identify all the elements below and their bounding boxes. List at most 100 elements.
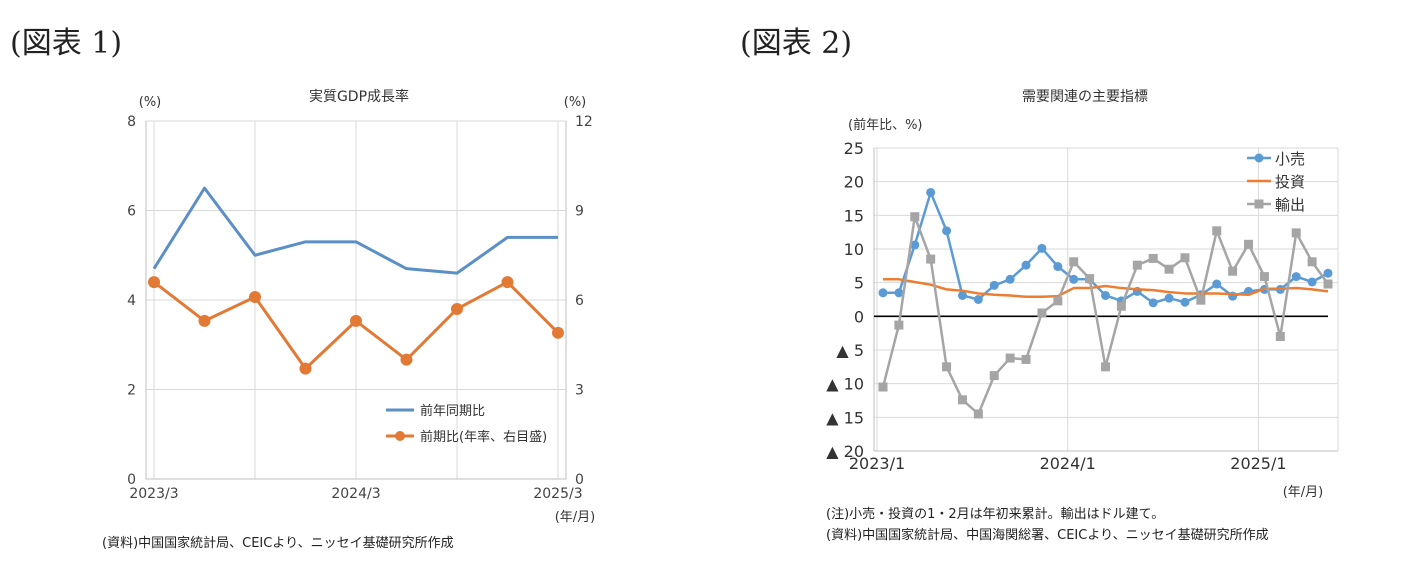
chart2-series-point <box>1307 277 1317 287</box>
chart1-left-tick-label: 8 <box>127 114 136 130</box>
chart2-series-point <box>1196 295 1206 305</box>
chart2-series-point <box>1164 264 1174 274</box>
chart1-left-unit: (%) <box>139 95 162 110</box>
chart2-legend-label: 小売 <box>1275 150 1305 168</box>
chart2-series-point <box>1085 274 1095 284</box>
chart2-series-point <box>1069 274 1079 284</box>
chart2-y-unit: (前年比、%) <box>848 117 923 133</box>
chart2-series-point <box>1212 226 1222 236</box>
chart2-series-point <box>1259 272 1269 282</box>
chart2-series-point <box>1244 239 1254 249</box>
chart1-series-point <box>148 276 160 289</box>
chart2-series-point <box>1069 257 1079 267</box>
chart2-y-tick-label: 0 <box>854 307 864 326</box>
chart1-series-line-1 <box>152 186 558 275</box>
chart2-y-tick-label: ▲ 5 <box>836 341 864 360</box>
chart2-series-point <box>973 409 983 419</box>
chart2-series-point <box>894 288 904 298</box>
chart2-series-point <box>1005 274 1015 284</box>
chart2-x-unit: (年/月) <box>1283 485 1324 500</box>
chart1-x-tick-label: 2024/3 <box>331 486 380 502</box>
chart2-series-point <box>878 382 888 392</box>
chart1-title: 実質GDP成長率 <box>309 88 409 105</box>
chart2-series-point <box>1053 262 1063 272</box>
chart2-y-tick-label: 25 <box>844 139 864 158</box>
figure1-source: (資料)中国国家統計局、CEICより、ニッセイ基礎研究所作成 <box>102 536 454 551</box>
chart1-right-unit: (%) <box>564 95 587 110</box>
chart1-right-tick-label: 9 <box>575 204 584 220</box>
chart2-x-tick-label: 2024/1 <box>1040 454 1096 473</box>
chart2-series-point <box>926 254 936 264</box>
chart2-y-tick-label: ▲ 20 <box>826 442 864 461</box>
chart1-x-tick-label: 2023/3 <box>129 486 178 502</box>
figure2-source: (資料)中国国家統計局、中国海関総署、CEICより、ニッセイ基礎研究所作成 <box>826 528 1269 543</box>
chart2-series-point <box>1307 257 1317 267</box>
chart1-series-point <box>501 276 514 289</box>
chart2-series-point <box>1005 353 1015 363</box>
chart2-title: 需要関連の主要指標 <box>1022 89 1148 105</box>
chart1-series-point <box>400 353 413 366</box>
chart2-series-point <box>1037 308 1047 318</box>
chart1-legend-label: 前年同期比 <box>420 403 485 419</box>
chart1-left-tick-label: 4 <box>127 293 136 309</box>
chart1-right-tick-label: 6 <box>575 293 584 309</box>
chart1-series-point <box>198 314 211 327</box>
chart1-legend-label: 前期比(年率、右目盛) <box>420 429 547 445</box>
chart2-series-point <box>1116 301 1126 311</box>
chart2-series-point <box>1228 266 1238 276</box>
chart2-legend-label: 投資 <box>1275 173 1305 191</box>
chart1-series-point <box>451 302 463 315</box>
chart2-series-point <box>1148 298 1158 308</box>
chart2-series-point <box>1180 253 1190 263</box>
figure2-note: (注)小売・投資の1・2月は年初来累計。輸出はドル建て。 <box>826 507 1165 522</box>
chart2-series-point <box>957 395 967 405</box>
chart1-x-unit: (年/月) <box>555 510 596 525</box>
chart2-series-point <box>1053 296 1063 306</box>
chart2-y-tick-label: 5 <box>854 274 864 293</box>
chart2-series-point <box>957 290 967 300</box>
chart1-right-tick-label: 12 <box>575 114 593 130</box>
chart2-series-point <box>910 212 920 222</box>
chart2-series-point <box>989 280 999 290</box>
chart1-x-tick-label: 2025/3 <box>533 486 582 502</box>
chart2-series-point <box>1164 293 1174 303</box>
chart2-legend-label: 輸出 <box>1275 196 1305 214</box>
chart2-legend-marker <box>1254 199 1264 209</box>
chart2-y-tick-label: 10 <box>844 240 864 259</box>
chart2-series-point <box>1323 268 1333 278</box>
chart1-left-tick-label: 2 <box>127 383 136 399</box>
chart1-right-tick-label: 3 <box>575 383 584 399</box>
chart2-series-point <box>1212 279 1222 289</box>
chart2-x-tick-label: 2025/1 <box>1230 454 1286 473</box>
chart2-series-point <box>942 362 952 372</box>
chart2-series-point <box>1037 243 1047 253</box>
chart1-left-tick-label: 6 <box>127 204 136 220</box>
chart2-series-point <box>973 295 983 304</box>
figure1-label: (図表 1) <box>10 26 123 61</box>
chart1-left-tick-label: 0 <box>127 472 136 488</box>
chart1-series-point <box>249 291 261 304</box>
chart2-series-point <box>926 187 936 197</box>
chart1-series-point <box>299 362 312 375</box>
chart2-y-tick-label: 20 <box>844 173 864 192</box>
chart2-series-point <box>1323 279 1333 289</box>
chart2-y-tick-label: 15 <box>844 206 864 225</box>
chart2-series-point <box>1148 253 1158 263</box>
chart2-series-point <box>910 240 920 250</box>
chart2-legend-marker <box>1254 153 1264 163</box>
chart2-series-point <box>1291 272 1301 282</box>
chart1-series-point <box>552 326 564 339</box>
figure2-label: (図表 2) <box>740 26 853 61</box>
chart2-series-point <box>1291 228 1301 238</box>
chart1-legend-marker <box>395 431 405 441</box>
chart2-series-point <box>894 320 904 330</box>
chart2-series-point <box>1275 332 1285 342</box>
chart2-series-point <box>1101 362 1110 372</box>
chart2-series-point <box>942 226 952 236</box>
chart2-y-tick-label: ▲ 15 <box>826 408 864 427</box>
chart2-x-tick-label: 2023/1 <box>849 454 905 473</box>
chart2-series-point <box>989 371 999 381</box>
chart2-series-point <box>1021 260 1031 270</box>
chart2-series-point <box>1021 354 1031 364</box>
